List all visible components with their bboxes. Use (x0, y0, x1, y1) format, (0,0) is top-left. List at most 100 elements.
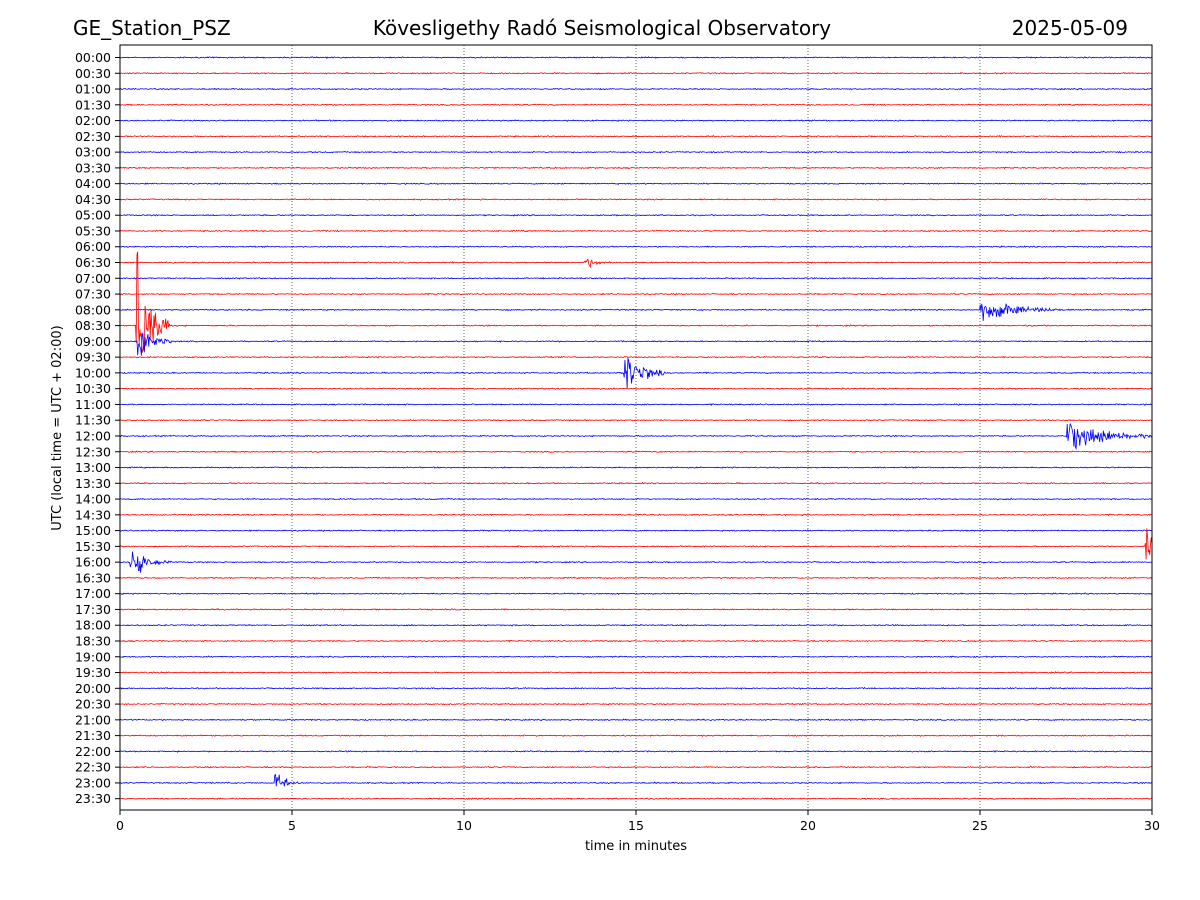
y-tick-label: 10:30 (75, 381, 111, 396)
trace-0330 (119, 166, 1153, 170)
trace-0730 (119, 292, 1153, 296)
trace-0830 (119, 251, 1153, 353)
trace-0800 (119, 303, 1153, 321)
y-tick-label: 13:30 (75, 476, 111, 491)
trace-1400 (119, 497, 1153, 501)
x-tick-labels: 0 5 10 15 20 25 30 (116, 810, 1160, 833)
y-tick-label: 11:00 (75, 397, 111, 412)
x-tick-label-6: 30 (1144, 818, 1160, 833)
trace-2300 (119, 773, 1153, 787)
x-tick-label-5: 25 (972, 818, 988, 833)
y-tick-label: 23:30 (75, 791, 111, 806)
trace-0030 (119, 72, 1153, 75)
x-tick-label-4: 20 (800, 818, 816, 833)
y-tick-label: 11:30 (75, 413, 111, 428)
trace-1530 (119, 528, 1153, 560)
y-tick-label: 13:00 (75, 460, 111, 475)
trace-0300 (119, 150, 1153, 154)
y-tick-label: 03:30 (75, 160, 111, 175)
y-tick-label: 19:30 (75, 665, 111, 680)
y-tick-label: 16:30 (75, 570, 111, 585)
trace-1700 (119, 592, 1153, 596)
y-tick-label: 02:30 (75, 129, 111, 144)
trace-0100 (119, 87, 1153, 91)
y-tick-label: 01:00 (75, 82, 111, 97)
y-tick-label: 05:30 (75, 223, 111, 238)
y-tick-label: 14:00 (75, 492, 111, 507)
observatory-title: Kövesligethy Radó Seismological Observat… (373, 16, 831, 40)
trace-2330 (119, 797, 1153, 801)
y-axis-label: UTC (local time = UTC + 02:00) (50, 325, 65, 530)
trace-0700 (119, 276, 1153, 280)
x-tick-label-2: 10 (456, 818, 472, 833)
y-tick-label: 18:00 (75, 618, 111, 633)
y-tick-label: 21:30 (75, 728, 111, 743)
y-tick-label: 12:30 (75, 444, 111, 459)
y-tick-label: 21:00 (75, 712, 111, 727)
y-tick-label: 01:30 (75, 97, 111, 112)
y-tick-label: 17:30 (75, 602, 111, 617)
trace-0600 (119, 245, 1153, 249)
trace-1430 (119, 513, 1153, 517)
x-tick-label-1: 5 (288, 818, 296, 833)
trace-0530 (119, 229, 1153, 233)
y-tick-label: 06:00 (75, 239, 111, 254)
y-tick-label: 02:00 (75, 113, 111, 128)
y-tick-labels: 00:0000:3001:0001:3002:0002:3003:0003:30… (75, 50, 120, 806)
trace-1600 (119, 551, 1153, 573)
trace-1230 (119, 450, 1153, 454)
y-tick-label: 09:30 (75, 350, 111, 365)
trace-1200 (119, 423, 1153, 451)
trace-1100 (119, 403, 1153, 406)
trace-2000 (119, 686, 1153, 690)
trace-0430 (119, 198, 1153, 201)
trace-1930 (119, 671, 1153, 674)
trace-1800 (119, 623, 1153, 627)
x-axis-label: time in minutes (585, 839, 687, 854)
x-tick-label-0: 0 (116, 818, 124, 833)
trace-0500 (119, 213, 1153, 217)
trace-0230 (119, 134, 1153, 138)
trace-0630 (119, 259, 1153, 269)
y-tick-label: 04:30 (75, 192, 111, 207)
trace-0200 (119, 119, 1153, 122)
trace-1730 (119, 608, 1153, 611)
y-tick-label: 03:00 (75, 145, 111, 160)
trace-1500 (119, 529, 1153, 532)
y-tick-label: 07:00 (75, 271, 111, 286)
y-tick-label: 15:30 (75, 539, 111, 554)
trace-0130 (119, 103, 1153, 107)
y-tick-label: 20:00 (75, 681, 111, 696)
y-tick-label: 06:30 (75, 255, 111, 270)
station-title: GE_Station_PSZ (73, 16, 231, 40)
trace-0900 (119, 332, 1153, 356)
y-tick-label: 08:30 (75, 318, 111, 333)
y-tick-label: 00:30 (75, 66, 111, 81)
y-tick-label: 00:00 (75, 50, 111, 65)
y-tick-label: 23:00 (75, 775, 111, 790)
trace-0000 (119, 56, 1153, 59)
trace-1030 (119, 387, 1153, 391)
trace-1130 (119, 418, 1153, 422)
trace-2200 (119, 750, 1153, 753)
trace-1830 (119, 639, 1152, 643)
trace-1900 (119, 655, 1153, 659)
trace-0400 (119, 182, 1153, 185)
y-tick-label: 08:00 (75, 302, 111, 317)
y-tick-label: 15:00 (75, 523, 111, 538)
y-tick-label: 07:30 (75, 287, 111, 302)
y-tick-label: 22:30 (75, 760, 111, 775)
y-tick-label: 22:00 (75, 744, 111, 759)
plot-frame (119, 44, 1153, 811)
y-tick-label: 20:30 (75, 697, 111, 712)
y-tick-label: 14:30 (75, 507, 111, 522)
y-tick-label: 12:00 (75, 428, 111, 443)
trace-1300 (119, 466, 1153, 469)
date-title: 2025-05-09 (1012, 16, 1128, 40)
y-tick-label: 05:00 (75, 208, 111, 223)
y-tick-label: 16:00 (75, 555, 111, 570)
grid-lines (291, 45, 981, 810)
y-tick-label: 17:00 (75, 586, 111, 601)
trace-1000 (119, 357, 1153, 389)
